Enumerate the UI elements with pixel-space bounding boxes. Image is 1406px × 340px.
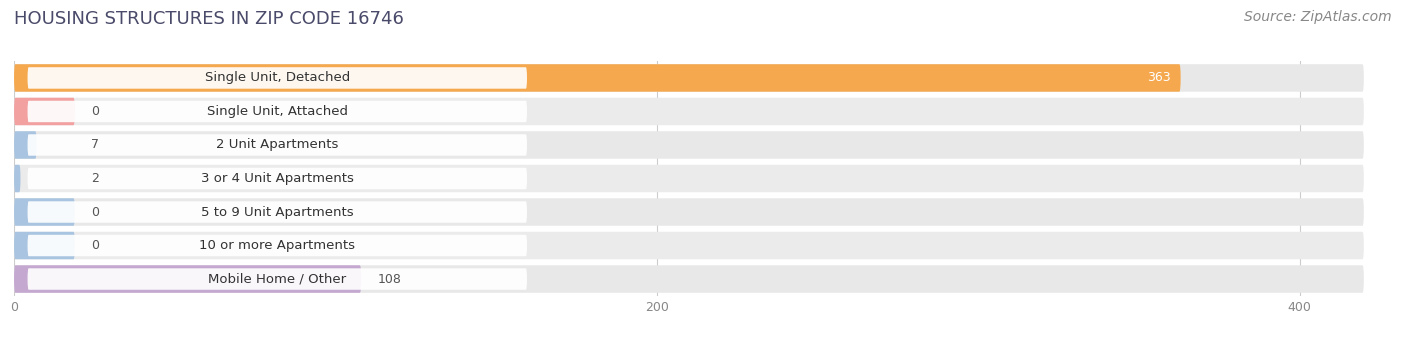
Text: 3 or 4 Unit Apartments: 3 or 4 Unit Apartments xyxy=(201,172,354,185)
FancyBboxPatch shape xyxy=(14,198,75,226)
Text: 2 Unit Apartments: 2 Unit Apartments xyxy=(217,138,339,152)
FancyBboxPatch shape xyxy=(14,198,1364,226)
FancyBboxPatch shape xyxy=(28,268,527,290)
Text: Source: ZipAtlas.com: Source: ZipAtlas.com xyxy=(1244,10,1392,24)
Text: 0: 0 xyxy=(91,239,98,252)
FancyBboxPatch shape xyxy=(14,265,361,293)
Text: 7: 7 xyxy=(91,138,98,152)
Text: Mobile Home / Other: Mobile Home / Other xyxy=(208,273,346,286)
Text: 10 or more Apartments: 10 or more Apartments xyxy=(200,239,356,252)
Text: Single Unit, Attached: Single Unit, Attached xyxy=(207,105,347,118)
FancyBboxPatch shape xyxy=(14,265,1364,293)
FancyBboxPatch shape xyxy=(14,232,75,259)
FancyBboxPatch shape xyxy=(14,131,1364,159)
FancyBboxPatch shape xyxy=(28,134,527,156)
FancyBboxPatch shape xyxy=(28,168,527,189)
FancyBboxPatch shape xyxy=(14,165,1364,192)
FancyBboxPatch shape xyxy=(28,235,527,256)
FancyBboxPatch shape xyxy=(28,201,527,223)
Text: 2: 2 xyxy=(91,172,98,185)
FancyBboxPatch shape xyxy=(14,232,1364,259)
FancyBboxPatch shape xyxy=(28,67,527,89)
FancyBboxPatch shape xyxy=(14,64,1181,92)
FancyBboxPatch shape xyxy=(14,131,37,159)
FancyBboxPatch shape xyxy=(14,165,21,192)
Text: HOUSING STRUCTURES IN ZIP CODE 16746: HOUSING STRUCTURES IN ZIP CODE 16746 xyxy=(14,10,404,28)
FancyBboxPatch shape xyxy=(14,64,1364,92)
FancyBboxPatch shape xyxy=(28,101,527,122)
Text: 108: 108 xyxy=(377,273,401,286)
Text: Single Unit, Detached: Single Unit, Detached xyxy=(205,71,350,84)
FancyBboxPatch shape xyxy=(14,98,1364,125)
Text: 363: 363 xyxy=(1147,71,1171,84)
Text: 0: 0 xyxy=(91,105,98,118)
Text: 0: 0 xyxy=(91,205,98,219)
Text: 5 to 9 Unit Apartments: 5 to 9 Unit Apartments xyxy=(201,205,353,219)
FancyBboxPatch shape xyxy=(14,98,75,125)
